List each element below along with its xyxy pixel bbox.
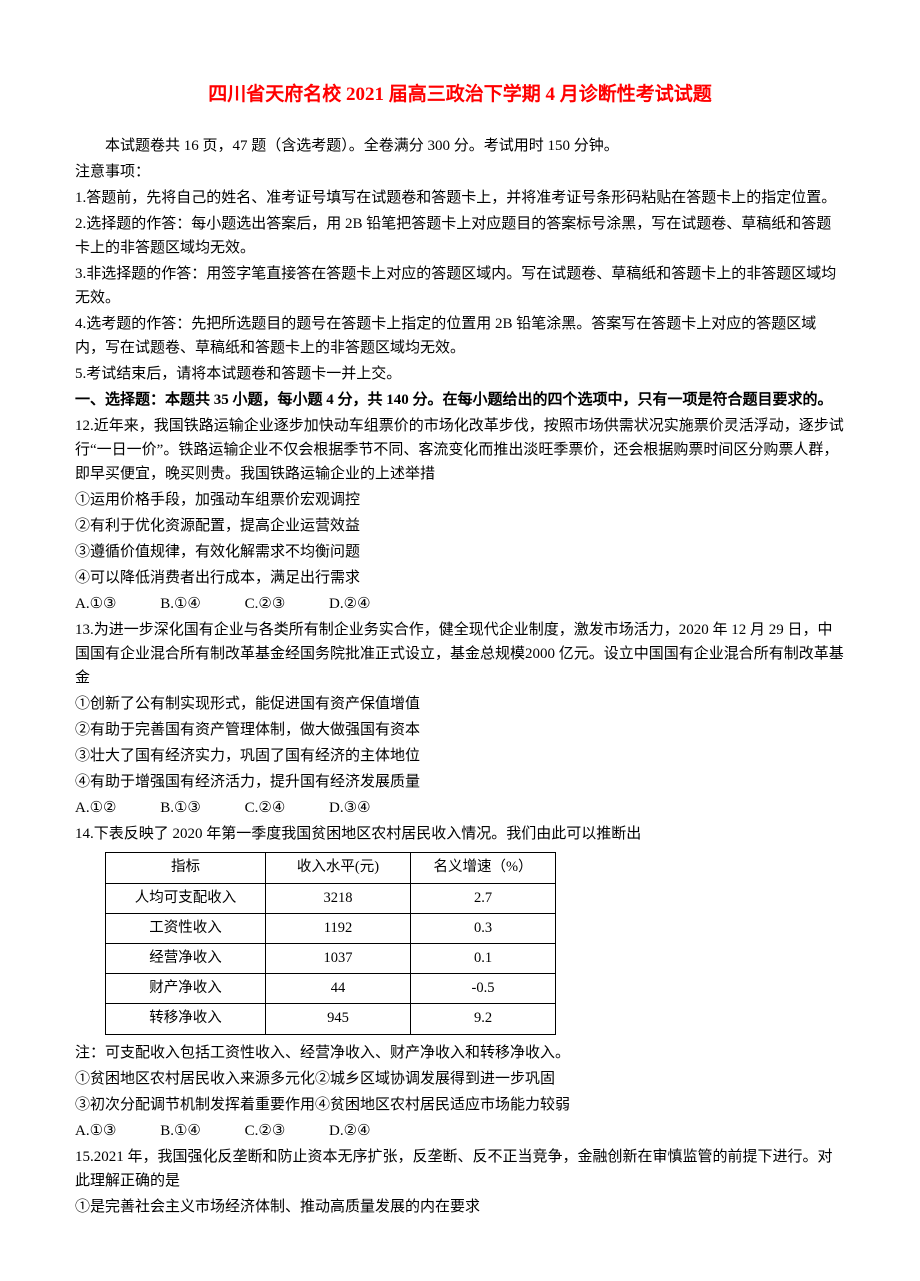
notice-item: 5.考试结束后，请将本试题卷和答题卡一并上交。 xyxy=(75,362,845,386)
table-row: 经营净收入 1037 0.1 xyxy=(106,943,556,973)
intro-text: 本试题卷共 16 页，47 题（含选考题）。全卷满分 300 分。考试用时 15… xyxy=(75,134,845,158)
income-table: 指标 收入水平(元) 名义增速（%） 人均可支配收入 3218 2.7 工资性收… xyxy=(105,852,556,1034)
table-header: 名义增速（%） xyxy=(411,853,556,883)
table-cell: 9.2 xyxy=(411,1004,556,1034)
question-item: ④可以降低消费者出行成本，满足出行需求 xyxy=(75,566,845,590)
question-item: ①是完善社会主义市场经济体制、推动高质量发展的内在要求 xyxy=(75,1195,845,1219)
option-b: B.①③ xyxy=(160,796,201,820)
table-row: 工资性收入 1192 0.3 xyxy=(106,913,556,943)
question-stem: 12.近年来，我国铁路运输企业逐步加快动车组票价的市场化改革步伐，按照市场供需状… xyxy=(75,414,845,486)
table-cell: 人均可支配收入 xyxy=(106,883,266,913)
table-cell: 0.3 xyxy=(411,913,556,943)
table-row: 转移净收入 945 9.2 xyxy=(106,1004,556,1034)
table-header-row: 指标 收入水平(元) 名义增速（%） xyxy=(106,853,556,883)
table-cell: 0.1 xyxy=(411,943,556,973)
question-item: ②有助于完善国有资产管理体制，做大做强国有资本 xyxy=(75,718,845,742)
option-a: A.①③ xyxy=(75,1119,116,1143)
question-stem: 14.下表反映了 2020 年第一季度我国贫困地区农村居民收入情况。我们由此可以… xyxy=(75,822,845,846)
table-cell: -0.5 xyxy=(411,974,556,1004)
option-d: D.③④ xyxy=(329,796,370,820)
table-cell: 工资性收入 xyxy=(106,913,266,943)
table-cell: 经营净收入 xyxy=(106,943,266,973)
table-cell: 945 xyxy=(266,1004,411,1034)
table-row: 财产净收入 44 -0.5 xyxy=(106,974,556,1004)
question-options: A.①③ B.①④ C.②③ D.②④ xyxy=(75,1119,845,1143)
option-d: D.②④ xyxy=(329,1119,370,1143)
table-cell: 2.7 xyxy=(411,883,556,913)
question-item: ④有助于增强国有经济活力，提升国有经济发展质量 xyxy=(75,770,845,794)
table-cell: 1192 xyxy=(266,913,411,943)
exam-title: 四川省天府名校 2021 届高三政治下学期 4 月诊断性考试试题 xyxy=(75,80,845,110)
table-cell: 1037 xyxy=(266,943,411,973)
table-cell: 转移净收入 xyxy=(106,1004,266,1034)
section-heading: 一、选择题：本题共 35 小题，每小题 4 分，共 140 分。在每小题给出的四… xyxy=(75,388,845,412)
table-header: 收入水平(元) xyxy=(266,853,411,883)
question-options: A.①③ B.①④ C.②③ D.②④ xyxy=(75,592,845,616)
option-a: A.①② xyxy=(75,796,116,820)
option-c: C.②③ xyxy=(245,1119,286,1143)
table-cell: 3218 xyxy=(266,883,411,913)
notice-item: 2.选择题的作答：每小题选出答案后，用 2B 铅笔把答题卡上对应题目的答案标号涂… xyxy=(75,212,845,260)
notice-item: 4.选考题的作答：先把所选题目的题号在答题卡上指定的位置用 2B 铅笔涂黑。答案… xyxy=(75,312,845,360)
table-note: 注：可支配收入包括工资性收入、经营净收入、财产净收入和转移净收入。 xyxy=(75,1041,845,1065)
question-item: ①创新了公有制实现形式，能促进国有资产保值增值 xyxy=(75,692,845,716)
option-d: D.②④ xyxy=(329,592,370,616)
question-options: A.①② B.①③ C.②④ D.③④ xyxy=(75,796,845,820)
question-item: ①贫困地区农村居民收入来源多元化②城乡区域协调发展得到进一步巩固 xyxy=(75,1067,845,1091)
question-item: ①运用价格手段，加强动车组票价宏观调控 xyxy=(75,488,845,512)
notice-item: 1.答题前，先将自己的姓名、准考证号填写在试题卷和答题卡上，并将准考证号条形码粘… xyxy=(75,186,845,210)
table-cell: 44 xyxy=(266,974,411,1004)
question-item: ③初次分配调节机制发挥着重要作用④贫困地区农村居民适应市场能力较弱 xyxy=(75,1093,845,1117)
table-cell: 财产净收入 xyxy=(106,974,266,1004)
table-row: 人均可支配收入 3218 2.7 xyxy=(106,883,556,913)
question-item: ②有利于优化资源配置，提高企业运营效益 xyxy=(75,514,845,538)
option-c: C.②③ xyxy=(245,592,286,616)
question-stem: 15.2021 年，我国强化反垄断和防止资本无序扩张，反垄断、反不正当竞争，金融… xyxy=(75,1145,845,1193)
option-c: C.②④ xyxy=(245,796,286,820)
question-item: ③壮大了国有经济实力，巩固了国有经济的主体地位 xyxy=(75,744,845,768)
table-header: 指标 xyxy=(106,853,266,883)
notice-label: 注意事项： xyxy=(75,160,845,184)
option-a: A.①③ xyxy=(75,592,116,616)
option-b: B.①④ xyxy=(160,592,201,616)
question-item: ③遵循价值规律，有效化解需求不均衡问题 xyxy=(75,540,845,564)
notice-item: 3.非选择题的作答：用签字笔直接答在答题卡上对应的答题区域内。写在试题卷、草稿纸… xyxy=(75,262,845,310)
option-b: B.①④ xyxy=(160,1119,201,1143)
question-stem: 13.为进一步深化国有企业与各类所有制企业务实合作，健全现代企业制度，激发市场活… xyxy=(75,618,845,690)
